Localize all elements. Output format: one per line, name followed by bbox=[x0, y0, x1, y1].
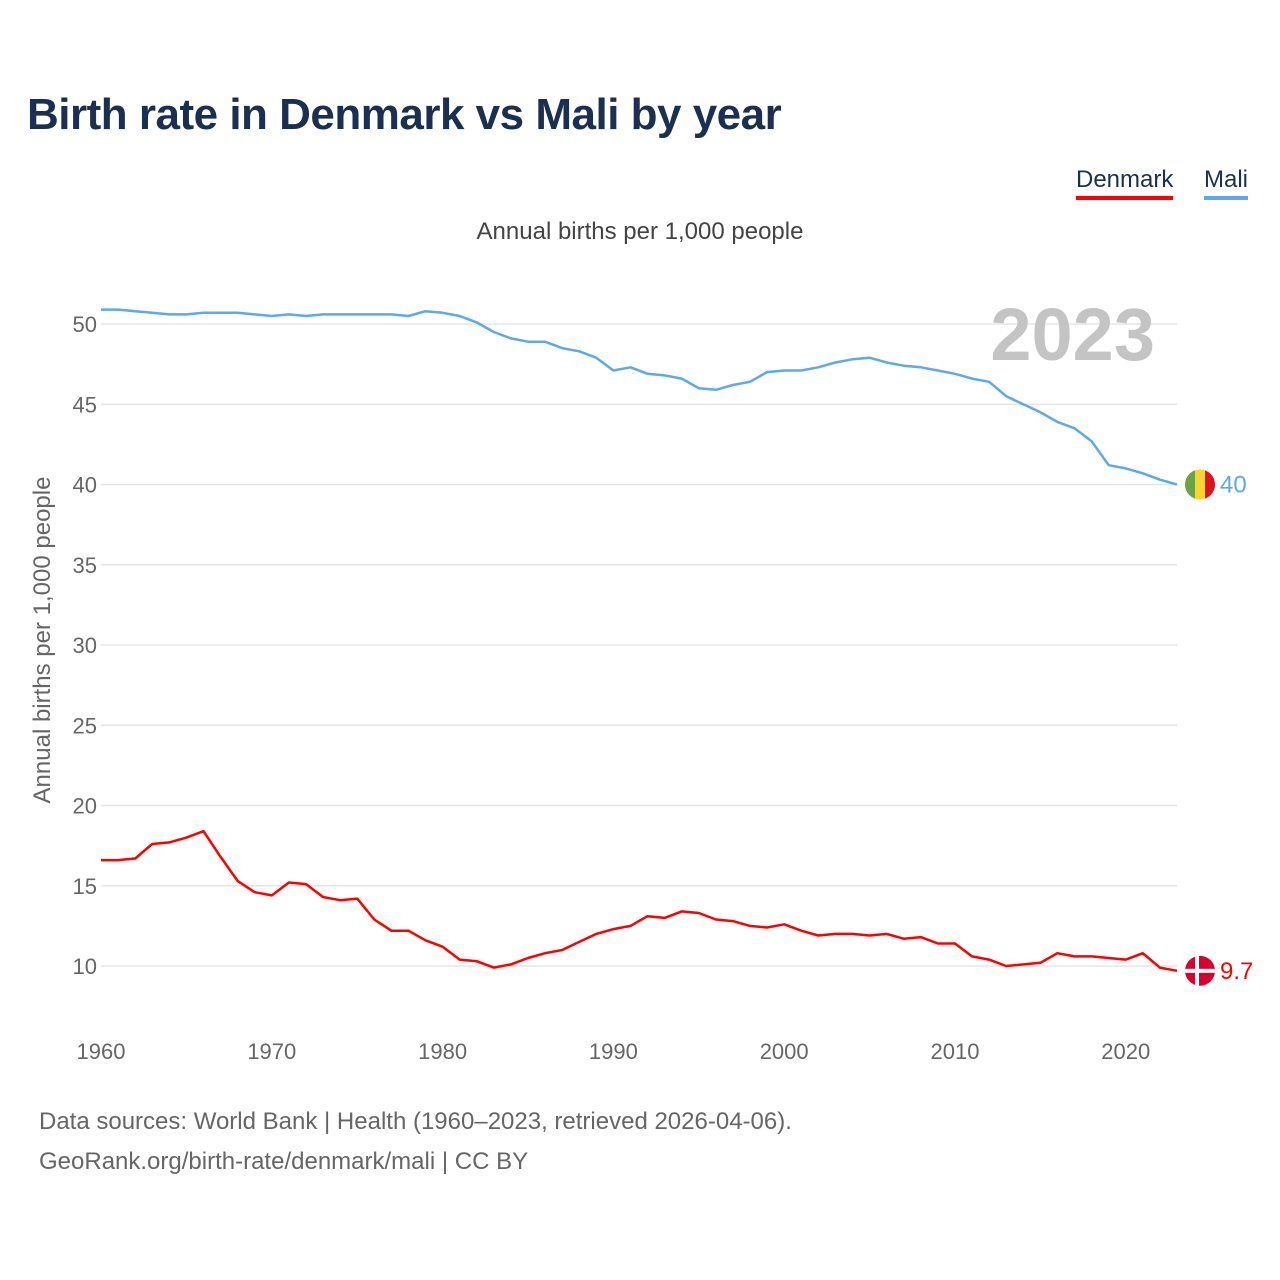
mali-flag-icon bbox=[1185, 469, 1215, 500]
y-tick-label: 50 bbox=[73, 312, 97, 337]
y-tick-label: 30 bbox=[73, 633, 97, 658]
legend-item-mali[interactable]: Mali bbox=[1204, 166, 1249, 200]
y-tick-label: 20 bbox=[73, 794, 97, 819]
x-tick-label: 2000 bbox=[760, 1039, 809, 1064]
x-tick-label: 1960 bbox=[77, 1039, 126, 1064]
x-tick-label: 1970 bbox=[247, 1039, 296, 1064]
chart-title: Birth rate in Denmark vs Mali by year bbox=[27, 90, 782, 139]
end-label-denmark: 9.7 bbox=[1220, 958, 1253, 985]
y-tick-label: 45 bbox=[73, 392, 97, 417]
denmark-flag-icon bbox=[1185, 955, 1215, 986]
legend-item-denmark[interactable]: Denmark bbox=[1076, 166, 1174, 200]
y-tick-label: 25 bbox=[73, 713, 97, 738]
series-line-denmark bbox=[101, 829, 1178, 973]
x-tick-label: 2010 bbox=[930, 1039, 979, 1064]
y-tick-label: 15 bbox=[73, 874, 97, 899]
series-line-mali bbox=[101, 308, 1178, 486]
y-tick-label: 10 bbox=[73, 954, 97, 979]
y-axis-label: Annual births per 1,000 people bbox=[29, 477, 56, 804]
y-tick-label: 35 bbox=[73, 553, 97, 578]
y-tick-label: 40 bbox=[73, 473, 97, 498]
x-tick-label: 1990 bbox=[589, 1039, 638, 1064]
x-tick-label: 1980 bbox=[418, 1039, 467, 1064]
footer-link[interactable]: GeoRank.org/birth-rate/denmark/mali | CC… bbox=[39, 1148, 529, 1175]
chart-subtitle: Annual births per 1,000 people bbox=[476, 218, 804, 245]
year-watermark: 2023 bbox=[990, 293, 1155, 376]
footer-sources: Data sources: World Bank | Health (1960–… bbox=[39, 1108, 792, 1135]
end-label-mali: 40 bbox=[1220, 472, 1247, 499]
x-tick-label: 2020 bbox=[1101, 1039, 1150, 1064]
